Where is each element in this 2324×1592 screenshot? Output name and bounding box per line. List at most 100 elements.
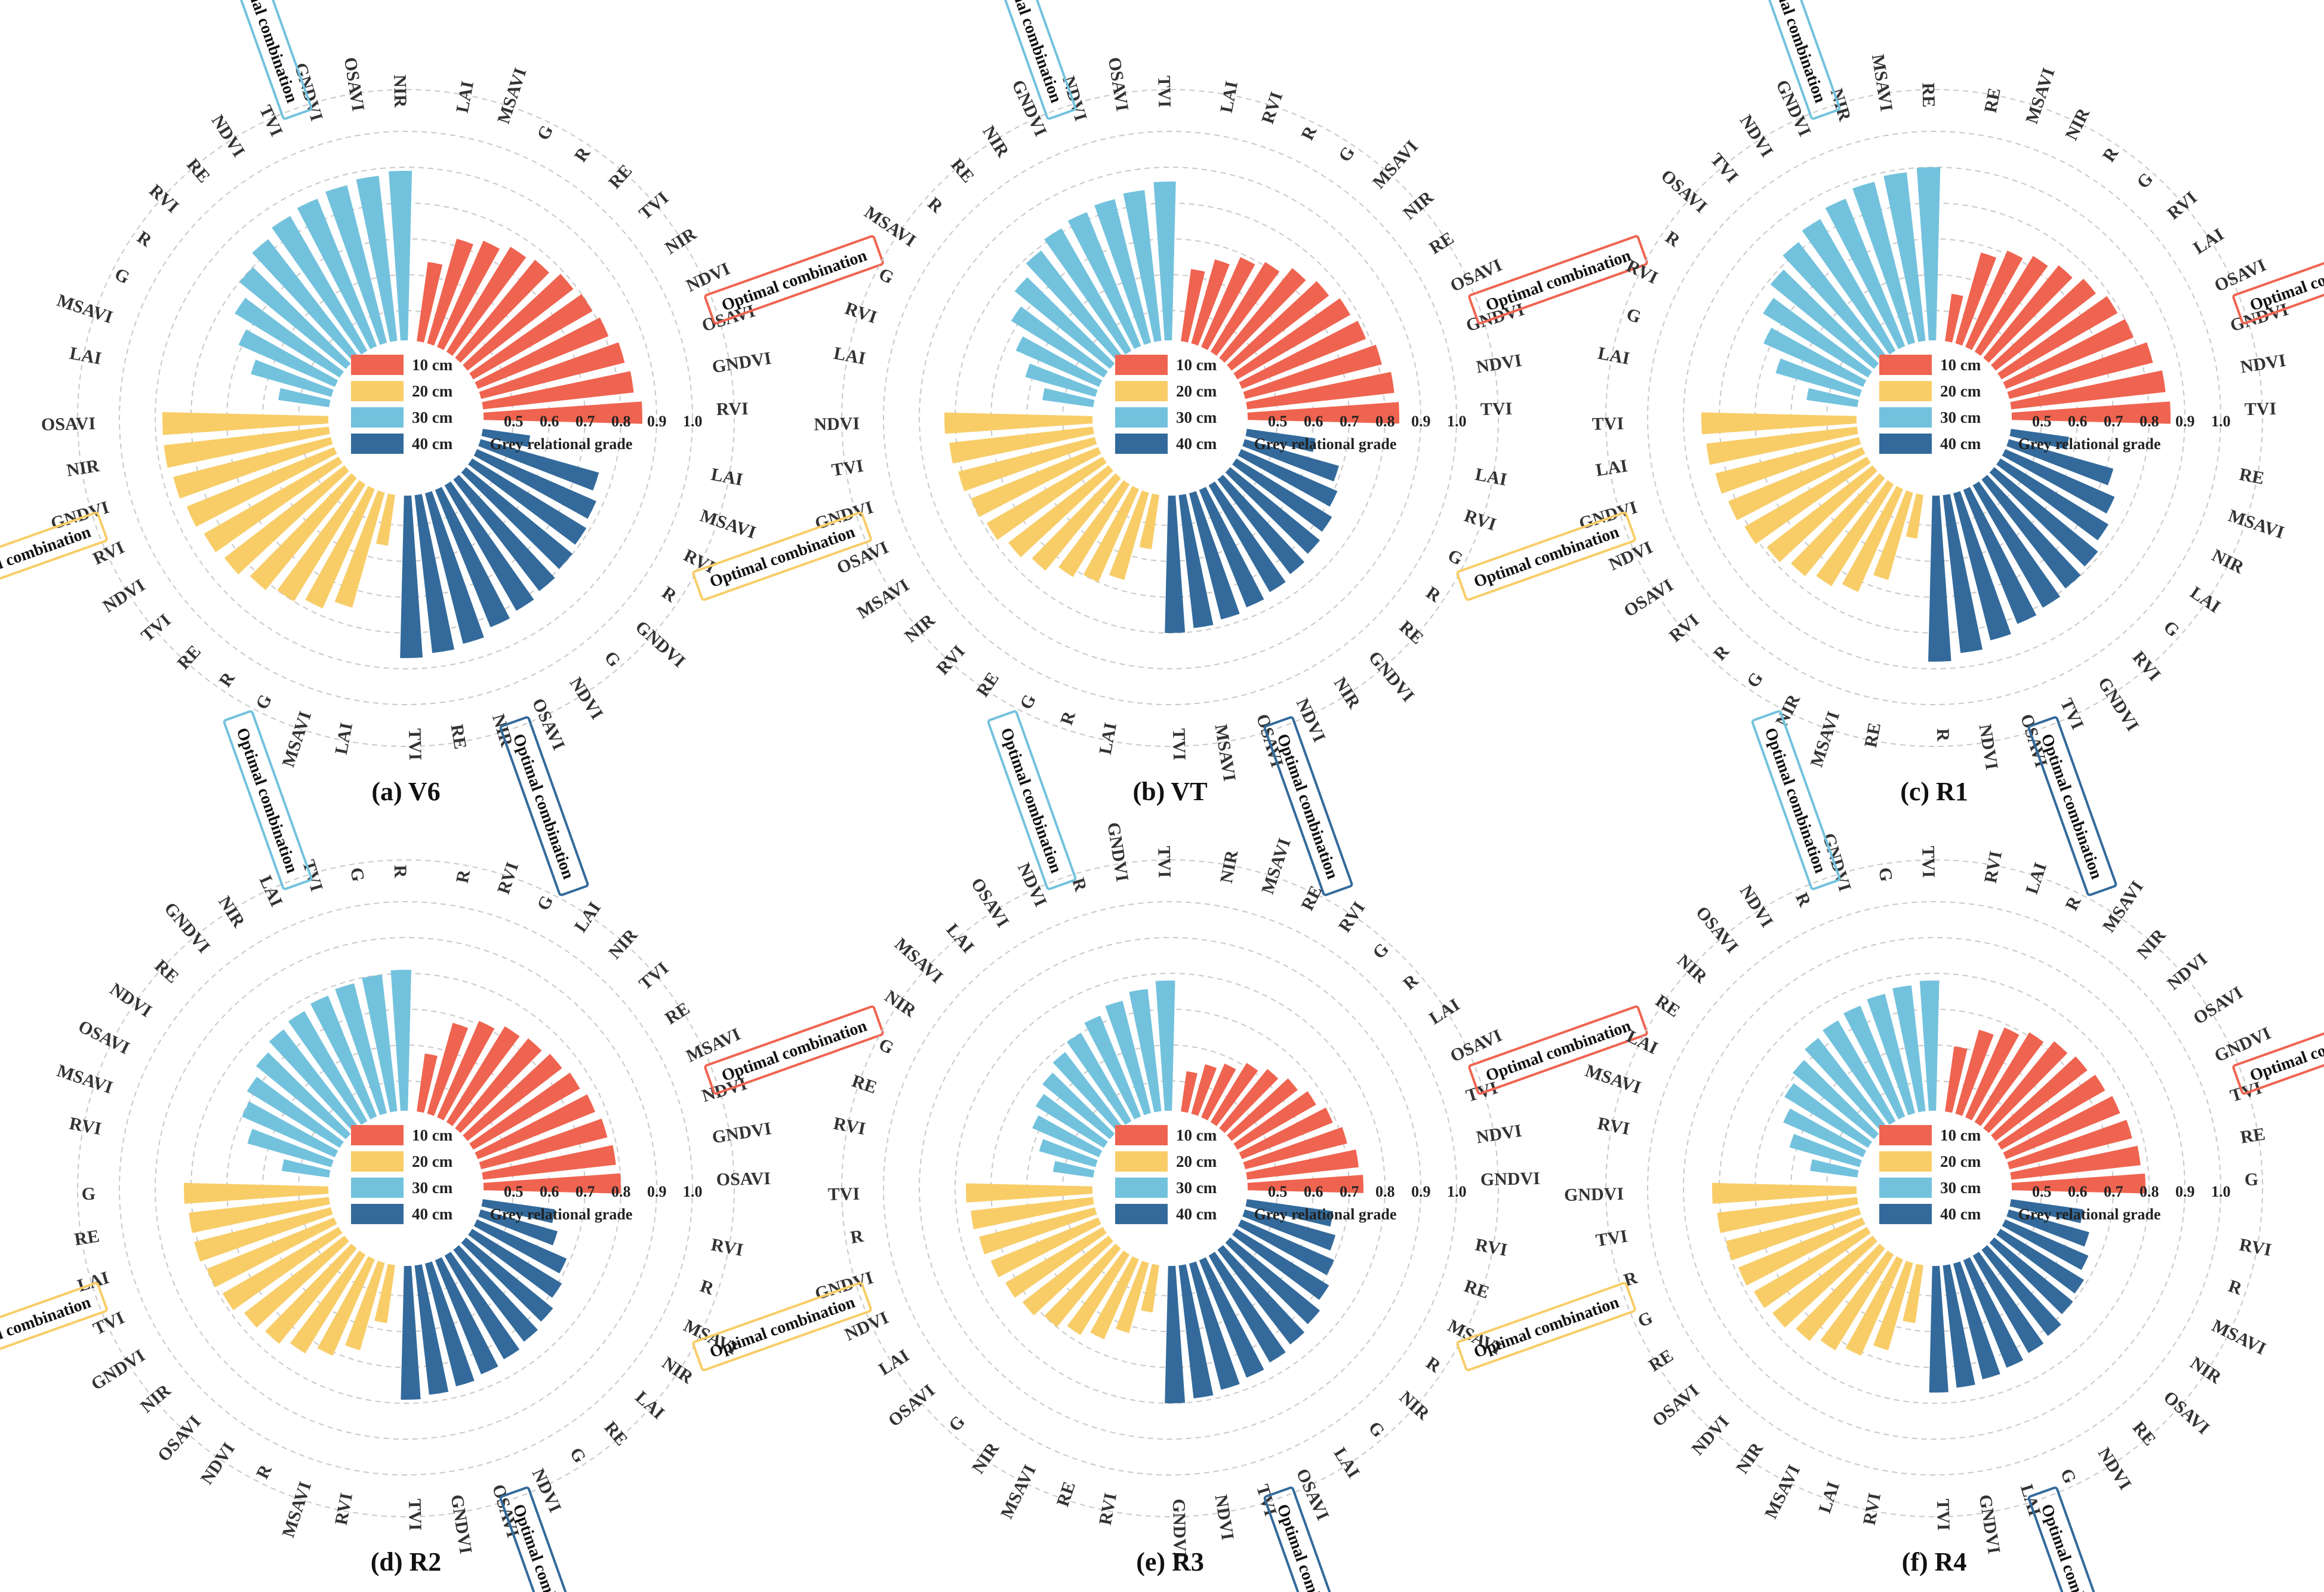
bar[interactable] [1238, 449, 1338, 507]
bar[interactable] [1989, 467, 2098, 567]
bar[interactable] [1981, 475, 2081, 589]
bar[interactable] [481, 1199, 555, 1224]
bar[interactable] [1790, 473, 1885, 576]
bar[interactable] [1219, 268, 1306, 363]
bar[interactable] [424, 1261, 475, 1387]
bar[interactable] [1963, 1257, 2024, 1368]
bar[interactable] [1789, 1133, 1862, 1167]
bar[interactable] [482, 1145, 616, 1180]
bar[interactable] [1953, 491, 2011, 641]
bar[interactable] [1772, 1236, 1877, 1328]
bar[interactable] [1706, 426, 1858, 465]
bar[interactable] [247, 1129, 334, 1167]
bar[interactable] [463, 273, 574, 371]
bar[interactable] [473, 1219, 567, 1274]
bar[interactable] [478, 1209, 558, 1246]
bar[interactable] [1792, 1060, 1879, 1139]
bar[interactable] [1014, 277, 1115, 369]
bar[interactable] [437, 241, 500, 351]
bar[interactable] [473, 449, 596, 519]
bar[interactable] [256, 1052, 351, 1139]
bar[interactable] [1943, 494, 1983, 653]
bar[interactable] [1247, 1175, 1363, 1193]
bar[interactable] [1227, 1078, 1298, 1141]
bar[interactable] [1067, 212, 1141, 349]
bar[interactable] [1955, 1029, 1994, 1116]
bar[interactable] [1916, 167, 1941, 341]
bar[interactable] [1996, 1228, 2084, 1294]
bar[interactable] [417, 1053, 438, 1113]
bar[interactable] [1032, 473, 1121, 571]
bar[interactable] [1965, 250, 2023, 351]
bar[interactable] [2011, 401, 2171, 424]
bar[interactable] [400, 495, 423, 659]
bar[interactable] [1247, 402, 1400, 424]
bar[interactable] [272, 216, 368, 355]
bar[interactable] [1238, 1219, 1334, 1276]
bar[interactable] [1210, 1063, 1258, 1126]
bar[interactable] [483, 401, 643, 424]
bar[interactable] [1843, 1006, 1906, 1120]
bar[interactable] [239, 267, 351, 369]
bar[interactable] [965, 1183, 1093, 1203]
bar[interactable] [1035, 1093, 1108, 1148]
bar[interactable] [444, 481, 534, 611]
bar[interactable] [483, 1173, 621, 1194]
bar[interactable] [1246, 1150, 1359, 1180]
bar[interactable] [1997, 1074, 2106, 1150]
bar[interactable] [1929, 1265, 1949, 1393]
bar[interactable] [1067, 1032, 1132, 1125]
bar[interactable] [435, 1257, 498, 1375]
bar[interactable] [222, 1227, 343, 1311]
bar[interactable] [183, 1182, 329, 1204]
bar[interactable] [1025, 363, 1098, 397]
bar[interactable] [468, 1228, 562, 1298]
bar[interactable] [235, 297, 344, 378]
bar[interactable] [2006, 1209, 2089, 1247]
bar[interactable] [2009, 1199, 2083, 1224]
bar[interactable] [1225, 1237, 1320, 1324]
bar[interactable] [1738, 1217, 1866, 1286]
bar[interactable] [446, 1026, 520, 1126]
bar[interactable] [1715, 437, 1861, 494]
bar[interactable] [1239, 1107, 1333, 1160]
bar[interactable] [479, 342, 625, 399]
bar[interactable] [1153, 181, 1176, 341]
bar[interactable] [1943, 1264, 1975, 1388]
bar[interactable] [1906, 493, 1923, 539]
bar[interactable] [1242, 1209, 1336, 1251]
bar[interactable] [455, 260, 550, 363]
bar[interactable] [1775, 358, 1862, 397]
bar[interactable] [446, 247, 527, 356]
bar[interactable] [1058, 480, 1130, 577]
bar[interactable] [1997, 296, 2118, 380]
bar[interactable] [189, 1197, 330, 1233]
bar[interactable] [1955, 252, 1997, 346]
bar[interactable] [958, 437, 1097, 491]
bar[interactable] [1243, 345, 1382, 399]
bar[interactable] [2007, 1120, 2132, 1170]
bar[interactable] [1084, 1015, 1141, 1120]
bar[interactable] [310, 995, 377, 1120]
bar[interactable] [461, 1237, 553, 1322]
bar[interactable] [1783, 1108, 1867, 1157]
bar[interactable] [414, 494, 455, 653]
bar[interactable] [1744, 456, 1871, 544]
bar[interactable] [1245, 429, 1316, 452]
bar[interactable] [1141, 1264, 1159, 1313]
bar[interactable] [1842, 485, 1903, 592]
bar[interactable] [1067, 1250, 1130, 1335]
bar[interactable] [1796, 1243, 1885, 1341]
bar[interactable] [1178, 1264, 1214, 1399]
bar[interactable] [2003, 1096, 2120, 1160]
bar[interactable] [444, 1252, 520, 1360]
bar[interactable] [362, 975, 398, 1112]
bar[interactable] [1217, 475, 1305, 574]
bar[interactable] [1242, 439, 1339, 482]
bar[interactable] [949, 426, 1094, 464]
bar[interactable] [1201, 257, 1255, 351]
bar[interactable] [2003, 319, 2134, 389]
bar[interactable] [427, 1022, 469, 1116]
bar[interactable] [482, 371, 634, 410]
bar[interactable] [469, 1072, 580, 1150]
